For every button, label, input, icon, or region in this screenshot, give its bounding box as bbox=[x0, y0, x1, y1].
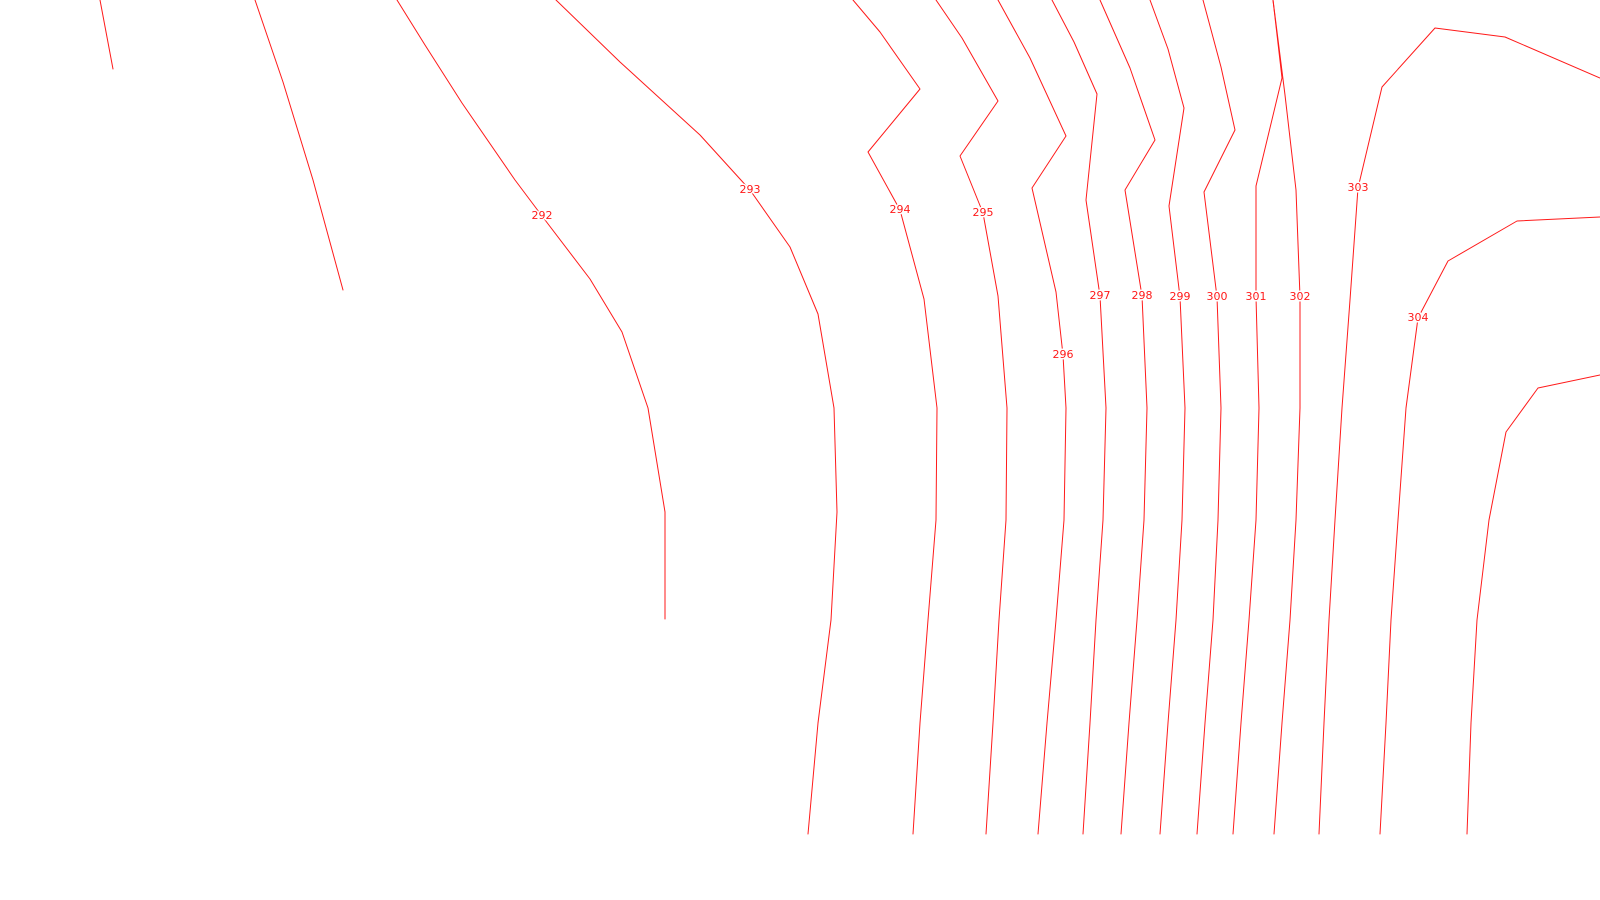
contour-label-297: 297 bbox=[1090, 289, 1111, 302]
contour-line-304 bbox=[1379, 216, 1600, 835]
contour-label-294: 294 bbox=[890, 203, 911, 216]
contour-label-298: 298 bbox=[1132, 289, 1153, 302]
contour-label-295: 295 bbox=[973, 206, 994, 219]
contour-label-304: 304 bbox=[1408, 311, 1429, 324]
contour-line-293 bbox=[555, 0, 838, 835]
contour-line-296 bbox=[997, 0, 1067, 835]
contour-line-301 bbox=[1232, 0, 1283, 835]
contour-label-300: 300 bbox=[1207, 290, 1228, 303]
contour-label-292: 292 bbox=[532, 209, 553, 222]
contour-label-301: 301 bbox=[1246, 290, 1267, 303]
contour-line-300 bbox=[1196, 0, 1236, 835]
contour-line-303 bbox=[1318, 27, 1600, 835]
contour-label-302: 302 bbox=[1290, 290, 1311, 303]
contour-line-305 bbox=[1466, 374, 1600, 835]
contour-label-299: 299 bbox=[1170, 290, 1191, 303]
contour-label-303: 303 bbox=[1348, 181, 1369, 194]
contour-line-297 bbox=[1051, 0, 1107, 835]
contour-line-unlabeled-a bbox=[99, 0, 114, 70]
contour-line-294 bbox=[852, 0, 938, 835]
contour-line-298 bbox=[1099, 0, 1156, 835]
contour-line-292 bbox=[396, 0, 666, 620]
contour-line-unlabeled-b bbox=[254, 0, 344, 291]
contour-line-295 bbox=[935, 0, 1008, 835]
contour-line-302 bbox=[1272, 0, 1301, 835]
contour-labels: 292 293 294 295 296 297 298 299 300 301 … bbox=[530, 180, 1430, 363]
contour-label-296: 296 bbox=[1053, 348, 1074, 361]
contour-line-299 bbox=[1149, 0, 1186, 835]
contour-lines bbox=[99, 0, 1600, 835]
contour-label-293: 293 bbox=[740, 183, 761, 196]
